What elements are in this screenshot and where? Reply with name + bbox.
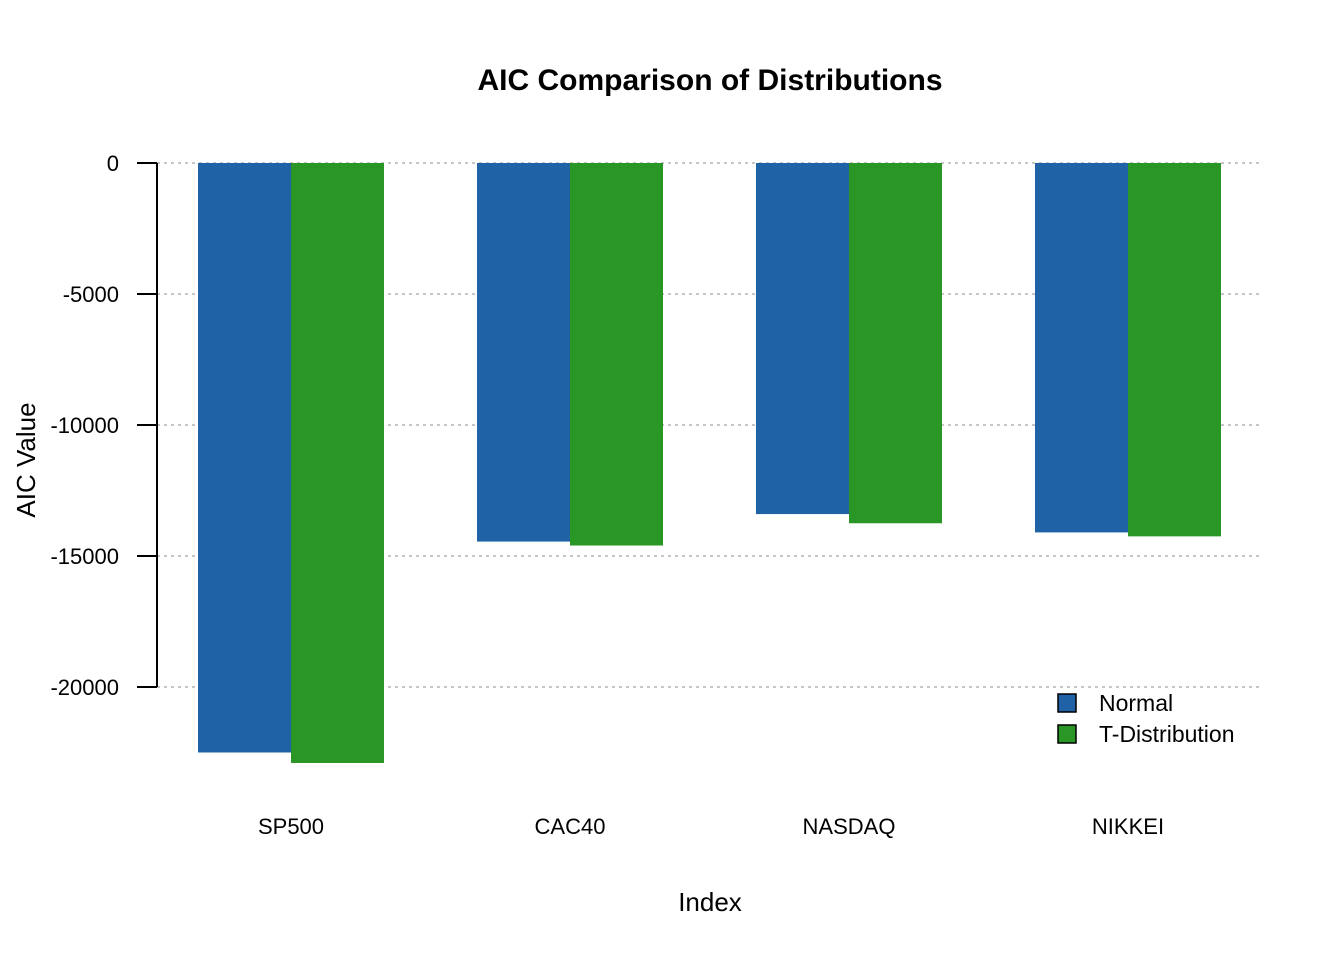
- bar-nikkei-t-distribution: [1128, 163, 1221, 537]
- bar-sp500-t-distribution: [291, 163, 384, 763]
- y-tick-label: -20000: [50, 675, 119, 700]
- x-tick-label: CAC40: [535, 814, 606, 839]
- bar-nasdaq-normal: [756, 163, 849, 515]
- bars: [198, 163, 1221, 763]
- x-tick-label: NIKKEI: [1092, 814, 1164, 839]
- y-tick-label: -15000: [50, 544, 119, 569]
- legend-swatch: [1057, 693, 1077, 713]
- bar-nikkei-normal: [1035, 163, 1128, 533]
- x-tick-label: SP500: [258, 814, 324, 839]
- bar-sp500-normal: [198, 163, 291, 753]
- legend: Normal T-Distribution: [1057, 690, 1234, 747]
- legend-label: Normal: [1099, 690, 1173, 716]
- x-tick-labels: SP500 CAC40 NASDAQ NIKKEI: [258, 814, 1164, 839]
- x-axis-label: Index: [678, 887, 742, 917]
- legend-swatch: [1057, 724, 1077, 744]
- y-tick-label: -5000: [63, 282, 119, 307]
- bar-cac40-t-distribution: [570, 163, 663, 546]
- chart-title: AIC Comparison of Distributions: [478, 64, 943, 97]
- y-axis: 0 -5000 -10000 -15000 -20000: [50, 151, 158, 700]
- x-tick-label: NASDAQ: [803, 814, 896, 839]
- bar-nasdaq-t-distribution: [849, 163, 942, 524]
- bar-cac40-normal: [477, 163, 570, 542]
- y-axis-label: AIC Value: [11, 402, 41, 517]
- y-tick-label: 0: [107, 151, 119, 176]
- legend-label: T-Distribution: [1099, 721, 1234, 747]
- y-tick-label: -10000: [50, 413, 119, 438]
